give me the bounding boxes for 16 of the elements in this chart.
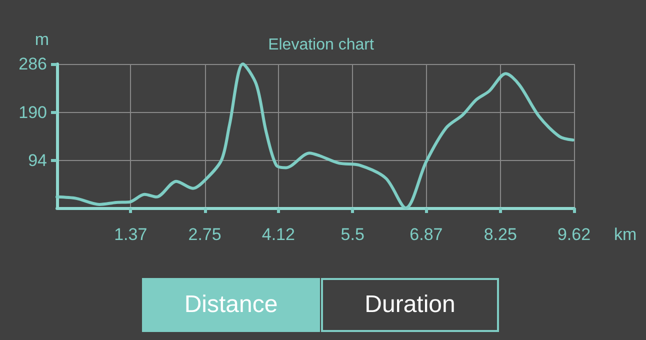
y-tick-label: 190 [18, 102, 47, 122]
y-tick-label: 286 [18, 54, 47, 74]
x-tick-label: 8.25 [484, 225, 517, 244]
x-tick-label: 5.5 [340, 225, 364, 244]
x-tick-label: 2.75 [188, 225, 222, 244]
selected-toggle-button: Distance [142, 278, 320, 332]
toggle-button: Duration [321, 278, 499, 332]
y-tick-label: 94 [28, 151, 47, 170]
y-axis-title: m [34, 30, 49, 49]
x-tick-label: 9.62 [557, 225, 591, 244]
x-tick-label: 6.87 [410, 225, 443, 244]
x-tick-label: 1.37 [114, 225, 148, 244]
line-series [56, 62, 574, 210]
x-tick-label: 4.12 [262, 225, 295, 244]
chart-title: Elevation chart [268, 36, 374, 54]
x-axis-title: km [614, 225, 637, 244]
